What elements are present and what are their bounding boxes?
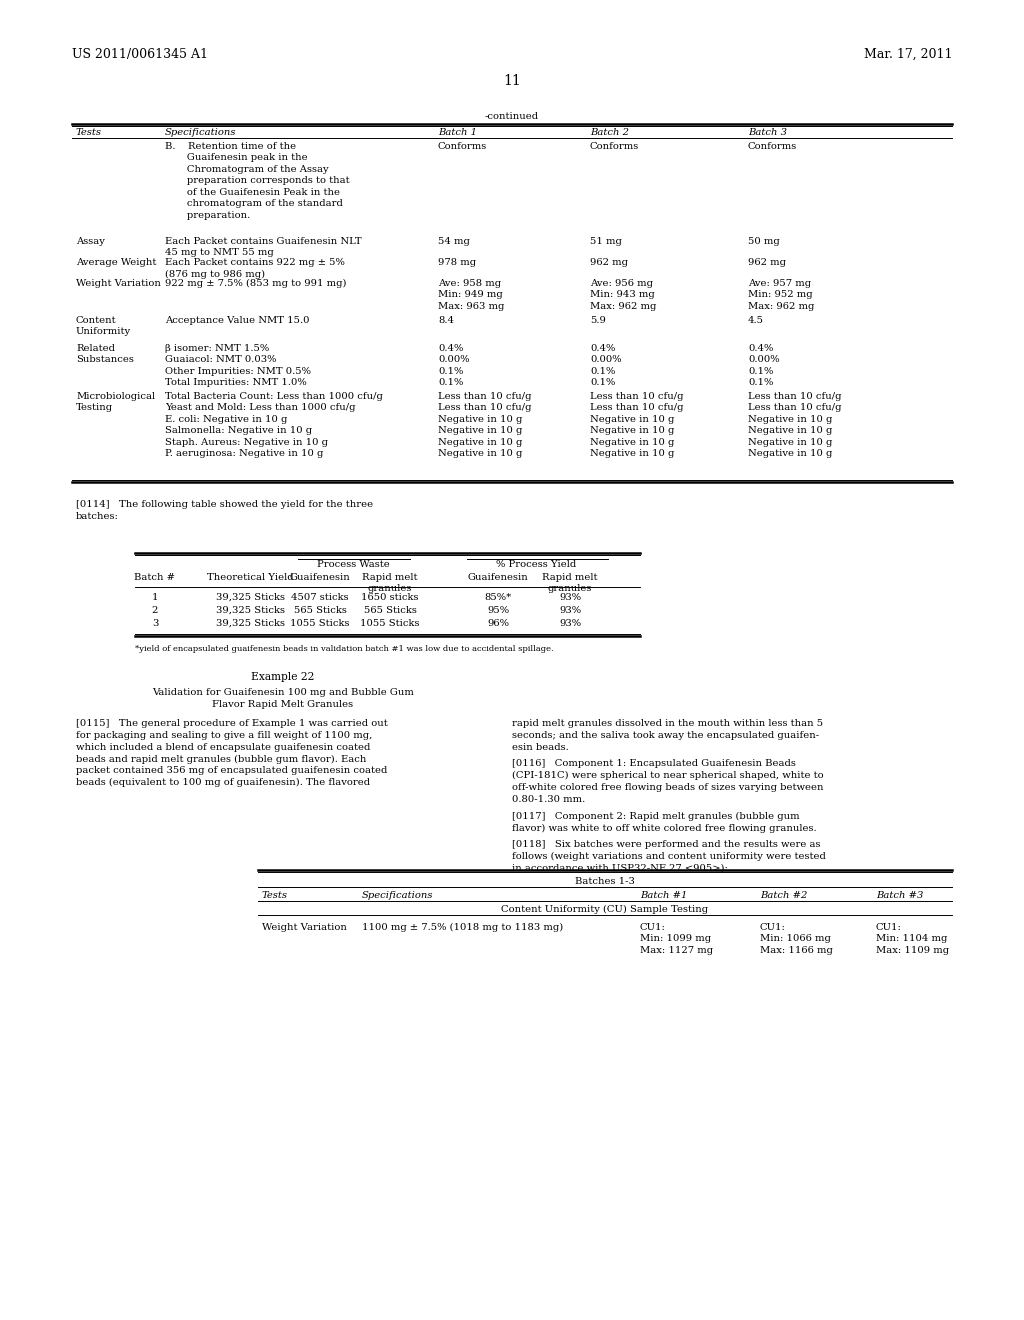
Text: Rapid melt
granules: Rapid melt granules <box>362 573 418 593</box>
Text: 93%: 93% <box>559 593 581 602</box>
Text: Guaifenesin: Guaifenesin <box>290 573 350 582</box>
Text: 5.9: 5.9 <box>590 315 606 325</box>
Text: 0.4%
0.00%
0.1%
0.1%: 0.4% 0.00% 0.1% 0.1% <box>590 345 622 387</box>
Text: -continued: -continued <box>485 112 539 121</box>
Text: 93%: 93% <box>559 606 581 615</box>
Text: Each Packet contains Guaifenesin NLT
45 mg to NMT 55 mg: Each Packet contains Guaifenesin NLT 45 … <box>165 238 361 257</box>
Text: Batch 3: Batch 3 <box>748 128 787 137</box>
Text: 51 mg: 51 mg <box>590 238 622 246</box>
Text: Microbiological
Testing: Microbiological Testing <box>76 392 155 412</box>
Text: 11: 11 <box>503 74 521 88</box>
Text: 50 mg: 50 mg <box>748 238 779 246</box>
Text: Weight Variation: Weight Variation <box>262 923 347 932</box>
Text: 96%: 96% <box>487 619 509 628</box>
Text: Batch #1: Batch #1 <box>640 891 687 900</box>
Text: Process Waste: Process Waste <box>316 560 389 569</box>
Text: Batch 2: Batch 2 <box>590 128 629 137</box>
Text: Each Packet contains 922 mg ± 5%
(876 mg to 986 mg): Each Packet contains 922 mg ± 5% (876 mg… <box>165 257 345 279</box>
Text: Content Uniformity (CU) Sample Testing: Content Uniformity (CU) Sample Testing <box>502 906 709 915</box>
Text: Conforms: Conforms <box>438 143 487 150</box>
Text: 565 Sticks: 565 Sticks <box>364 606 417 615</box>
Text: Batch #: Batch # <box>134 573 175 582</box>
Text: % Process Yield: % Process Yield <box>496 560 577 569</box>
Text: Content
Uniformity: Content Uniformity <box>76 315 131 337</box>
Text: Less than 10 cfu/g
Less than 10 cfu/g
Negative in 10 g
Negative in 10 g
Negative: Less than 10 cfu/g Less than 10 cfu/g Ne… <box>438 392 531 458</box>
Text: 922 mg ± 7.5% (853 mg to 991 mg): 922 mg ± 7.5% (853 mg to 991 mg) <box>165 279 346 288</box>
Text: 0.4%
0.00%
0.1%
0.1%: 0.4% 0.00% 0.1% 0.1% <box>748 345 779 387</box>
Text: 2: 2 <box>152 606 158 615</box>
Text: Weight Variation: Weight Variation <box>76 279 161 288</box>
Text: 39,325 Sticks: 39,325 Sticks <box>215 606 285 615</box>
Text: 1055 Sticks: 1055 Sticks <box>290 619 350 628</box>
Text: Theoretical Yield: Theoretical Yield <box>207 573 293 582</box>
Text: 95%: 95% <box>487 606 509 615</box>
Text: Average Weight: Average Weight <box>76 257 157 267</box>
Text: Conforms: Conforms <box>748 143 798 150</box>
Text: 1055 Sticks: 1055 Sticks <box>360 619 420 628</box>
Text: CU1:
Min: 1066 mg
Max: 1166 mg: CU1: Min: 1066 mg Max: 1166 mg <box>760 923 833 954</box>
Text: β isomer: NMT 1.5%
Guaiacol: NMT 0.03%
Other Impurities: NMT 0.5%
Total Impuriti: β isomer: NMT 1.5% Guaiacol: NMT 0.03% O… <box>165 345 311 387</box>
Text: 39,325 Sticks: 39,325 Sticks <box>215 619 285 628</box>
Text: Ave: 958 mg
Min: 949 mg
Max: 963 mg: Ave: 958 mg Min: 949 mg Max: 963 mg <box>438 279 505 312</box>
Text: Ave: 957 mg
Min: 952 mg
Max: 962 mg: Ave: 957 mg Min: 952 mg Max: 962 mg <box>748 279 814 312</box>
Text: US 2011/0061345 A1: US 2011/0061345 A1 <box>72 48 208 61</box>
Text: [0117]   Component 2: Rapid melt granules (bubble gum
flavor) was white to off w: [0117] Component 2: Rapid melt granules … <box>512 812 816 833</box>
Text: Acceptance Value NMT 15.0: Acceptance Value NMT 15.0 <box>165 315 309 325</box>
Text: Mar. 17, 2011: Mar. 17, 2011 <box>863 48 952 61</box>
Text: CU1:
Min: 1104 mg
Max: 1109 mg: CU1: Min: 1104 mg Max: 1109 mg <box>876 923 949 954</box>
Text: Batch #3: Batch #3 <box>876 891 924 900</box>
Text: 93%: 93% <box>559 619 581 628</box>
Text: 8.4: 8.4 <box>438 315 454 325</box>
Text: Related
Substances: Related Substances <box>76 345 134 364</box>
Text: rapid melt granules dissolved in the mouth within less than 5
seconds; and the s: rapid melt granules dissolved in the mou… <box>512 719 823 751</box>
Text: 1: 1 <box>152 593 159 602</box>
Text: 962 mg: 962 mg <box>590 257 628 267</box>
Text: 1100 mg ± 7.5% (1018 mg to 1183 mg): 1100 mg ± 7.5% (1018 mg to 1183 mg) <box>362 923 563 932</box>
Text: Conforms: Conforms <box>590 143 639 150</box>
Text: [0114]   The following table showed the yield for the three
batches:: [0114] The following table showed the yi… <box>76 500 373 521</box>
Text: 85%*: 85%* <box>484 593 512 602</box>
Text: CU1:
Min: 1099 mg
Max: 1127 mg: CU1: Min: 1099 mg Max: 1127 mg <box>640 923 713 954</box>
Text: Total Bacteria Count: Less than 1000 cfu/g
Yeast and Mold: Less than 1000 cfu/g
: Total Bacteria Count: Less than 1000 cfu… <box>165 392 383 458</box>
Text: 1650 sticks: 1650 sticks <box>361 593 419 602</box>
Text: Guaifenesin: Guaifenesin <box>468 573 528 582</box>
Text: Example 22: Example 22 <box>251 672 314 682</box>
Text: Specifications: Specifications <box>362 891 433 900</box>
Text: 4.5: 4.5 <box>748 315 764 325</box>
Text: 4507 sticks: 4507 sticks <box>291 593 349 602</box>
Text: 39,325 Sticks: 39,325 Sticks <box>215 593 285 602</box>
Text: Batches 1-3: Batches 1-3 <box>575 876 635 886</box>
Text: Less than 10 cfu/g
Less than 10 cfu/g
Negative in 10 g
Negative in 10 g
Negative: Less than 10 cfu/g Less than 10 cfu/g Ne… <box>748 392 842 458</box>
Text: 565 Sticks: 565 Sticks <box>294 606 346 615</box>
Text: 3: 3 <box>152 619 158 628</box>
Text: Tests: Tests <box>76 128 102 137</box>
Text: 54 mg: 54 mg <box>438 238 470 246</box>
Text: Tests: Tests <box>262 891 288 900</box>
Text: Batch 1: Batch 1 <box>438 128 477 137</box>
Text: Batch #2: Batch #2 <box>760 891 807 900</box>
Text: [0115]   The general procedure of Example 1 was carried out
for packaging and se: [0115] The general procedure of Example … <box>76 719 388 787</box>
Text: 978 mg: 978 mg <box>438 257 476 267</box>
Text: 962 mg: 962 mg <box>748 257 786 267</box>
Text: *yield of encapsulated guaifenesin beads in validation batch #1 was low due to a: *yield of encapsulated guaifenesin beads… <box>135 645 554 653</box>
Text: [0118]   Six batches were performed and the results were as
follows (weight vari: [0118] Six batches were performed and th… <box>512 840 826 873</box>
Text: Validation for Guaifenesin 100 mg and Bubble Gum
Flavor Rapid Melt Granules: Validation for Guaifenesin 100 mg and Bu… <box>152 688 414 709</box>
Text: Less than 10 cfu/g
Less than 10 cfu/g
Negative in 10 g
Negative in 10 g
Negative: Less than 10 cfu/g Less than 10 cfu/g Ne… <box>590 392 683 458</box>
Text: B.    Retention time of the
       Guaifenesin peak in the
       Chromatogram o: B. Retention time of the Guaifenesin pea… <box>165 143 349 219</box>
Text: Assay: Assay <box>76 238 104 246</box>
Text: 0.4%
0.00%
0.1%
0.1%: 0.4% 0.00% 0.1% 0.1% <box>438 345 470 387</box>
Text: Ave: 956 mg
Min: 943 mg
Max: 962 mg: Ave: 956 mg Min: 943 mg Max: 962 mg <box>590 279 656 312</box>
Text: Specifications: Specifications <box>165 128 237 137</box>
Text: Rapid melt
granules: Rapid melt granules <box>543 573 598 593</box>
Text: [0116]   Component 1: Encapsulated Guaifenesin Beads
(CPI-181C) were spherical t: [0116] Component 1: Encapsulated Guaifen… <box>512 759 823 804</box>
